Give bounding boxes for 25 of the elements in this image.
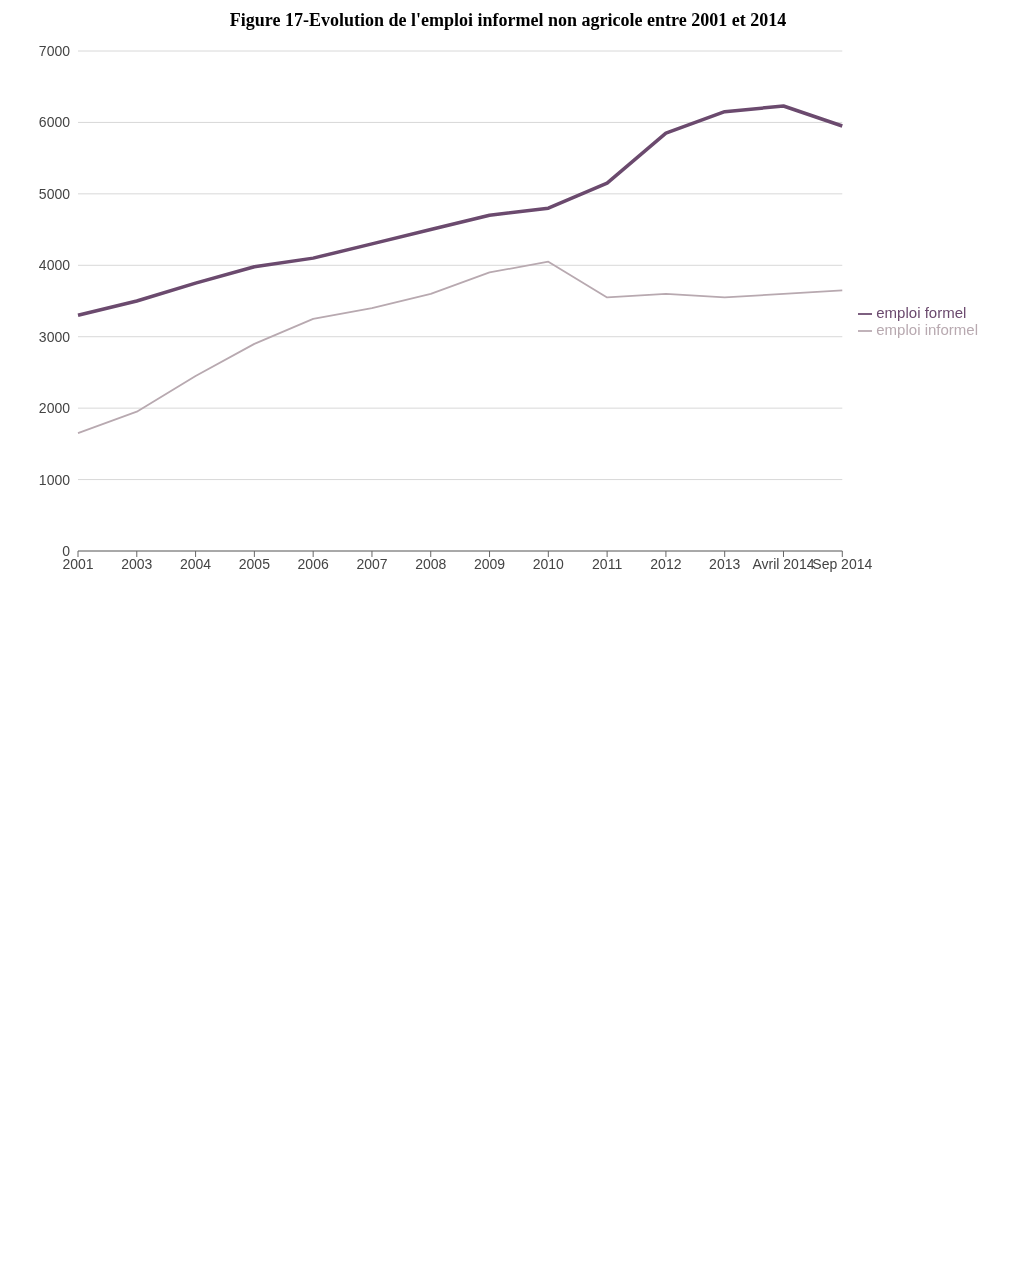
y-tick-label: 2000 [38, 400, 71, 417]
line-series [77, 260, 844, 435]
x-tick-label: 2006 [297, 555, 329, 572]
x-tick-label: Sep 2014 [812, 555, 873, 572]
chart-title: Figure 17-Evolution de l'emploi informel non agricole entre 2001 et 2014 [228, 10, 788, 31]
y-tick-label: 6000 [38, 114, 71, 131]
x-tick-label: 2004 [180, 555, 212, 572]
x-tick-label: 2011 [592, 555, 623, 572]
x-tick-label: Avril 2014 [752, 555, 815, 572]
x-tick-label: 2005 [238, 555, 271, 572]
x-tick-label: 2010 [532, 555, 565, 572]
x-tick-label: 2007 [356, 555, 388, 572]
y-tick-label: 4000 [38, 257, 71, 274]
y-tick-label: 7000 [38, 42, 71, 59]
x-tick-label: 2008 [415, 555, 447, 572]
x-tick-label: 2013 [709, 555, 741, 572]
legend-label: emploi formel [876, 303, 967, 321]
y-tick-label: 3000 [38, 328, 71, 345]
x-tick-label: 2009 [473, 555, 506, 572]
x-tick-label: 2003 [121, 555, 153, 572]
line-series [76, 104, 845, 318]
x-tick-label: 2012 [650, 555, 682, 572]
y-tick-label: 5000 [38, 185, 71, 202]
legend-label: emploi informel [876, 321, 978, 338]
y-tick-label: 1000 [38, 471, 71, 488]
